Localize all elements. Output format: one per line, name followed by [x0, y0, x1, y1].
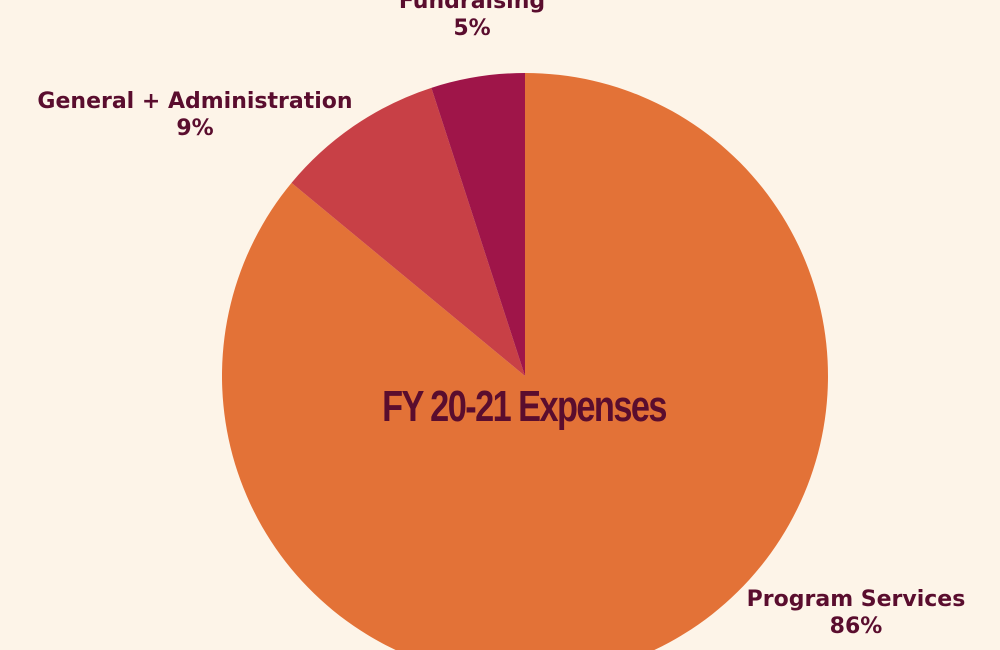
slice-label-fundraising: Fundraising 5% [372, 0, 572, 42]
slice-label-program-services: Program Services 86% [728, 586, 984, 640]
pie-slice-program-services [222, 73, 828, 650]
slice-percent-general-administration: 9% [176, 116, 214, 141]
slice-percent-fundraising: 5% [453, 16, 491, 41]
chart-title: FY 20-21 Expenses [382, 382, 667, 431]
slice-name-program-services: Program Services [746, 587, 966, 612]
slice-percent-program-services: 86% [829, 614, 883, 639]
pie-slice-general-administration [291, 87, 525, 376]
pie-slice-fundraising [431, 73, 525, 376]
slice-name-fundraising: Fundraising [398, 0, 546, 14]
slice-name-general-administration: General + Administration [37, 89, 353, 114]
slice-label-general-administration: General + Administration 9% [20, 88, 370, 142]
